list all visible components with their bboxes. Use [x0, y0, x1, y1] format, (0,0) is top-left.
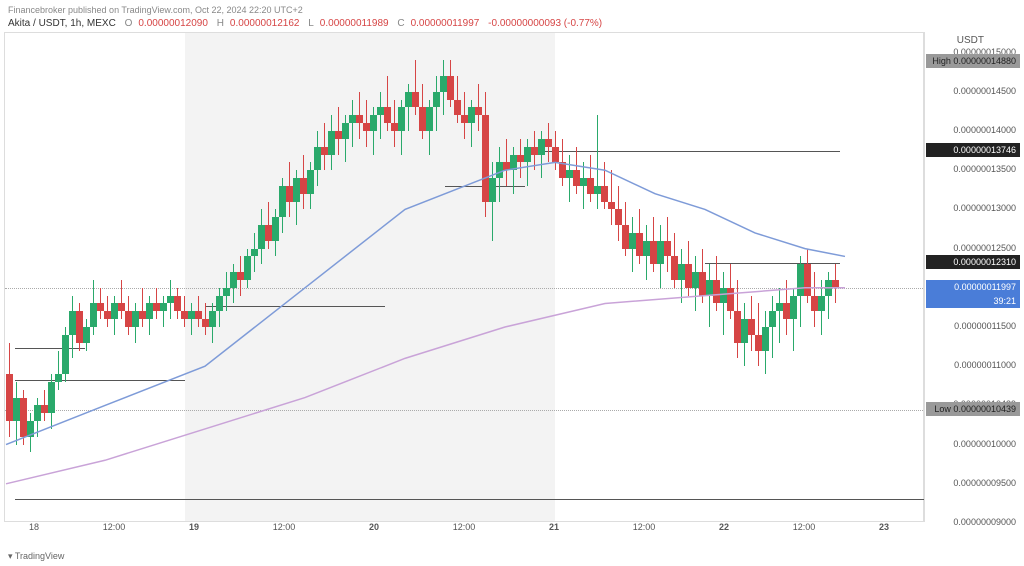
tradingview-logo: ▾ TradingView: [8, 551, 64, 562]
time-axis: 1812:001912:002012:002112:002212:0023: [4, 520, 924, 538]
candlestick-chart[interactable]: AKITAUSDT: [4, 32, 924, 522]
pair-title: Akita / USDT, 1h, MEXC: [8, 18, 116, 29]
publish-info: Financebroker published on TradingView.c…: [8, 5, 303, 15]
ohlc-row: Akita / USDT, 1h, MEXC O0.00000012090 H0…: [8, 18, 608, 29]
price-axis[interactable]: 0.000000150000.000000145000.000000140000…: [924, 32, 1020, 522]
